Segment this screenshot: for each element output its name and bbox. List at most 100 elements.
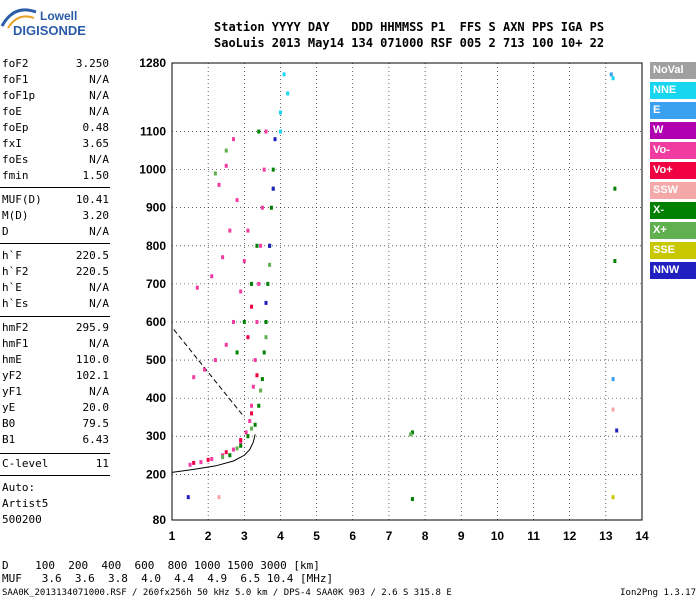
y-tick-label: 500 <box>146 353 166 367</box>
y-tick-label: 700 <box>146 277 166 291</box>
echo-point <box>611 377 615 382</box>
param-row: h`Es N/A <box>2 297 109 313</box>
echo-point <box>217 182 221 187</box>
echo-point <box>255 319 259 324</box>
x-tick-label: 11 <box>527 529 540 543</box>
y-tick-label: 800 <box>146 239 166 253</box>
param-row: foF2 3.250 <box>2 57 109 73</box>
echo-point <box>250 403 254 408</box>
legend-item: Vo- <box>650 142 696 159</box>
echo-point <box>248 418 252 423</box>
topside-profile-line <box>173 329 245 418</box>
param-row: h`F 220.5 <box>2 249 109 265</box>
x-tick-label: 10 <box>491 529 505 543</box>
autoscaler-label: Auto: <box>2 481 36 494</box>
echo-point <box>410 497 414 502</box>
echo-point <box>186 495 190 500</box>
echo-point <box>235 446 239 451</box>
echo-point <box>268 262 272 267</box>
param-row: h`E N/A <box>2 281 109 297</box>
param-value: N/A <box>89 385 109 398</box>
y-tick-label: 200 <box>146 467 166 481</box>
legend-item: Vo+ <box>650 162 696 179</box>
param-name: foEs <box>2 153 29 166</box>
echo-point <box>235 350 239 355</box>
param-name: C-level <box>2 457 49 470</box>
y-tick-label: 300 <box>146 429 166 443</box>
echo-point <box>264 300 268 305</box>
param-value: N/A <box>89 89 109 102</box>
echo-point <box>271 186 275 191</box>
echo-point <box>231 319 235 324</box>
echo-point <box>251 384 255 389</box>
echo-point <box>221 255 225 260</box>
echo-point <box>269 205 273 210</box>
param-divider <box>0 316 110 317</box>
param-name: h`E <box>2 281 22 294</box>
param-value: 11 <box>95 457 109 470</box>
param-value: 3.20 <box>82 209 110 222</box>
echo-point <box>221 455 225 460</box>
echo-point <box>203 367 207 372</box>
x-tick-label: 6 <box>349 529 356 543</box>
autoscaler-name: Artist5 <box>2 497 49 510</box>
param-name: B1 <box>2 433 16 446</box>
echo-point <box>228 228 232 233</box>
echo-point <box>262 350 266 355</box>
echo-point <box>210 457 214 462</box>
param-name: h`F2 <box>2 265 29 278</box>
param-value: 20.0 <box>82 401 110 414</box>
legend-item: X- <box>650 202 696 219</box>
x-tick-label: 9 <box>458 529 465 543</box>
param-row: yF2 102.1 <box>2 369 109 385</box>
echo-point <box>611 76 615 81</box>
y-tick-label: 80 <box>153 513 167 527</box>
param-name: h`Es <box>2 297 29 310</box>
echo-point <box>242 319 246 324</box>
echo-point <box>268 243 272 248</box>
echo-point <box>250 426 254 431</box>
echo-point <box>259 243 263 248</box>
echo-point <box>262 167 266 172</box>
x-tick-label: 7 <box>386 529 393 543</box>
echo-point <box>188 462 192 467</box>
param-name: D <box>2 225 9 238</box>
echo-point <box>278 110 282 115</box>
param-row: B1 6.43 <box>2 433 109 449</box>
param-value: 10.41 <box>75 193 109 206</box>
echo-point <box>282 72 286 77</box>
echo-point <box>192 375 196 380</box>
y-tick-label: 1000 <box>139 163 166 177</box>
legend-item: W <box>650 122 696 139</box>
param-value: N/A <box>89 225 109 238</box>
echo-point <box>213 171 217 176</box>
y-tick-label: 900 <box>146 201 166 215</box>
header-labels: Station YYYY DAY DDD HHMMSS P1 FFS S AXN… <box>214 20 605 34</box>
echo-point <box>210 274 214 279</box>
param-name: yE <box>2 401 16 414</box>
param-value: 220.5 <box>75 249 109 262</box>
param-name: foE <box>2 105 22 118</box>
param-name: foF1p <box>2 89 36 102</box>
echo-point <box>259 388 263 393</box>
distance-row: D 100 200 400 600 800 1000 1500 3000 [km… <box>2 559 320 572</box>
param-value: 3.65 <box>82 137 110 150</box>
echo-point <box>611 495 615 500</box>
echo-point <box>250 281 254 286</box>
param-name: foEp <box>2 121 29 134</box>
logo-mark-icon <box>0 8 37 29</box>
param-value: 110.0 <box>75 353 109 366</box>
param-name: fxI <box>2 137 22 150</box>
param-row: hmF2 295.9 <box>2 321 109 337</box>
param-value: 1.50 <box>82 169 110 182</box>
echo-point <box>266 281 270 286</box>
echo-point <box>613 259 617 264</box>
echo-point <box>228 453 232 458</box>
param-divider <box>0 453 110 454</box>
y-tick-label: 400 <box>146 391 166 405</box>
echo-point <box>611 407 615 412</box>
echo-point <box>213 358 217 363</box>
x-tick-label: 12 <box>563 529 577 543</box>
param-row: foEs N/A <box>2 153 109 169</box>
param-name: foF1 <box>2 73 29 86</box>
